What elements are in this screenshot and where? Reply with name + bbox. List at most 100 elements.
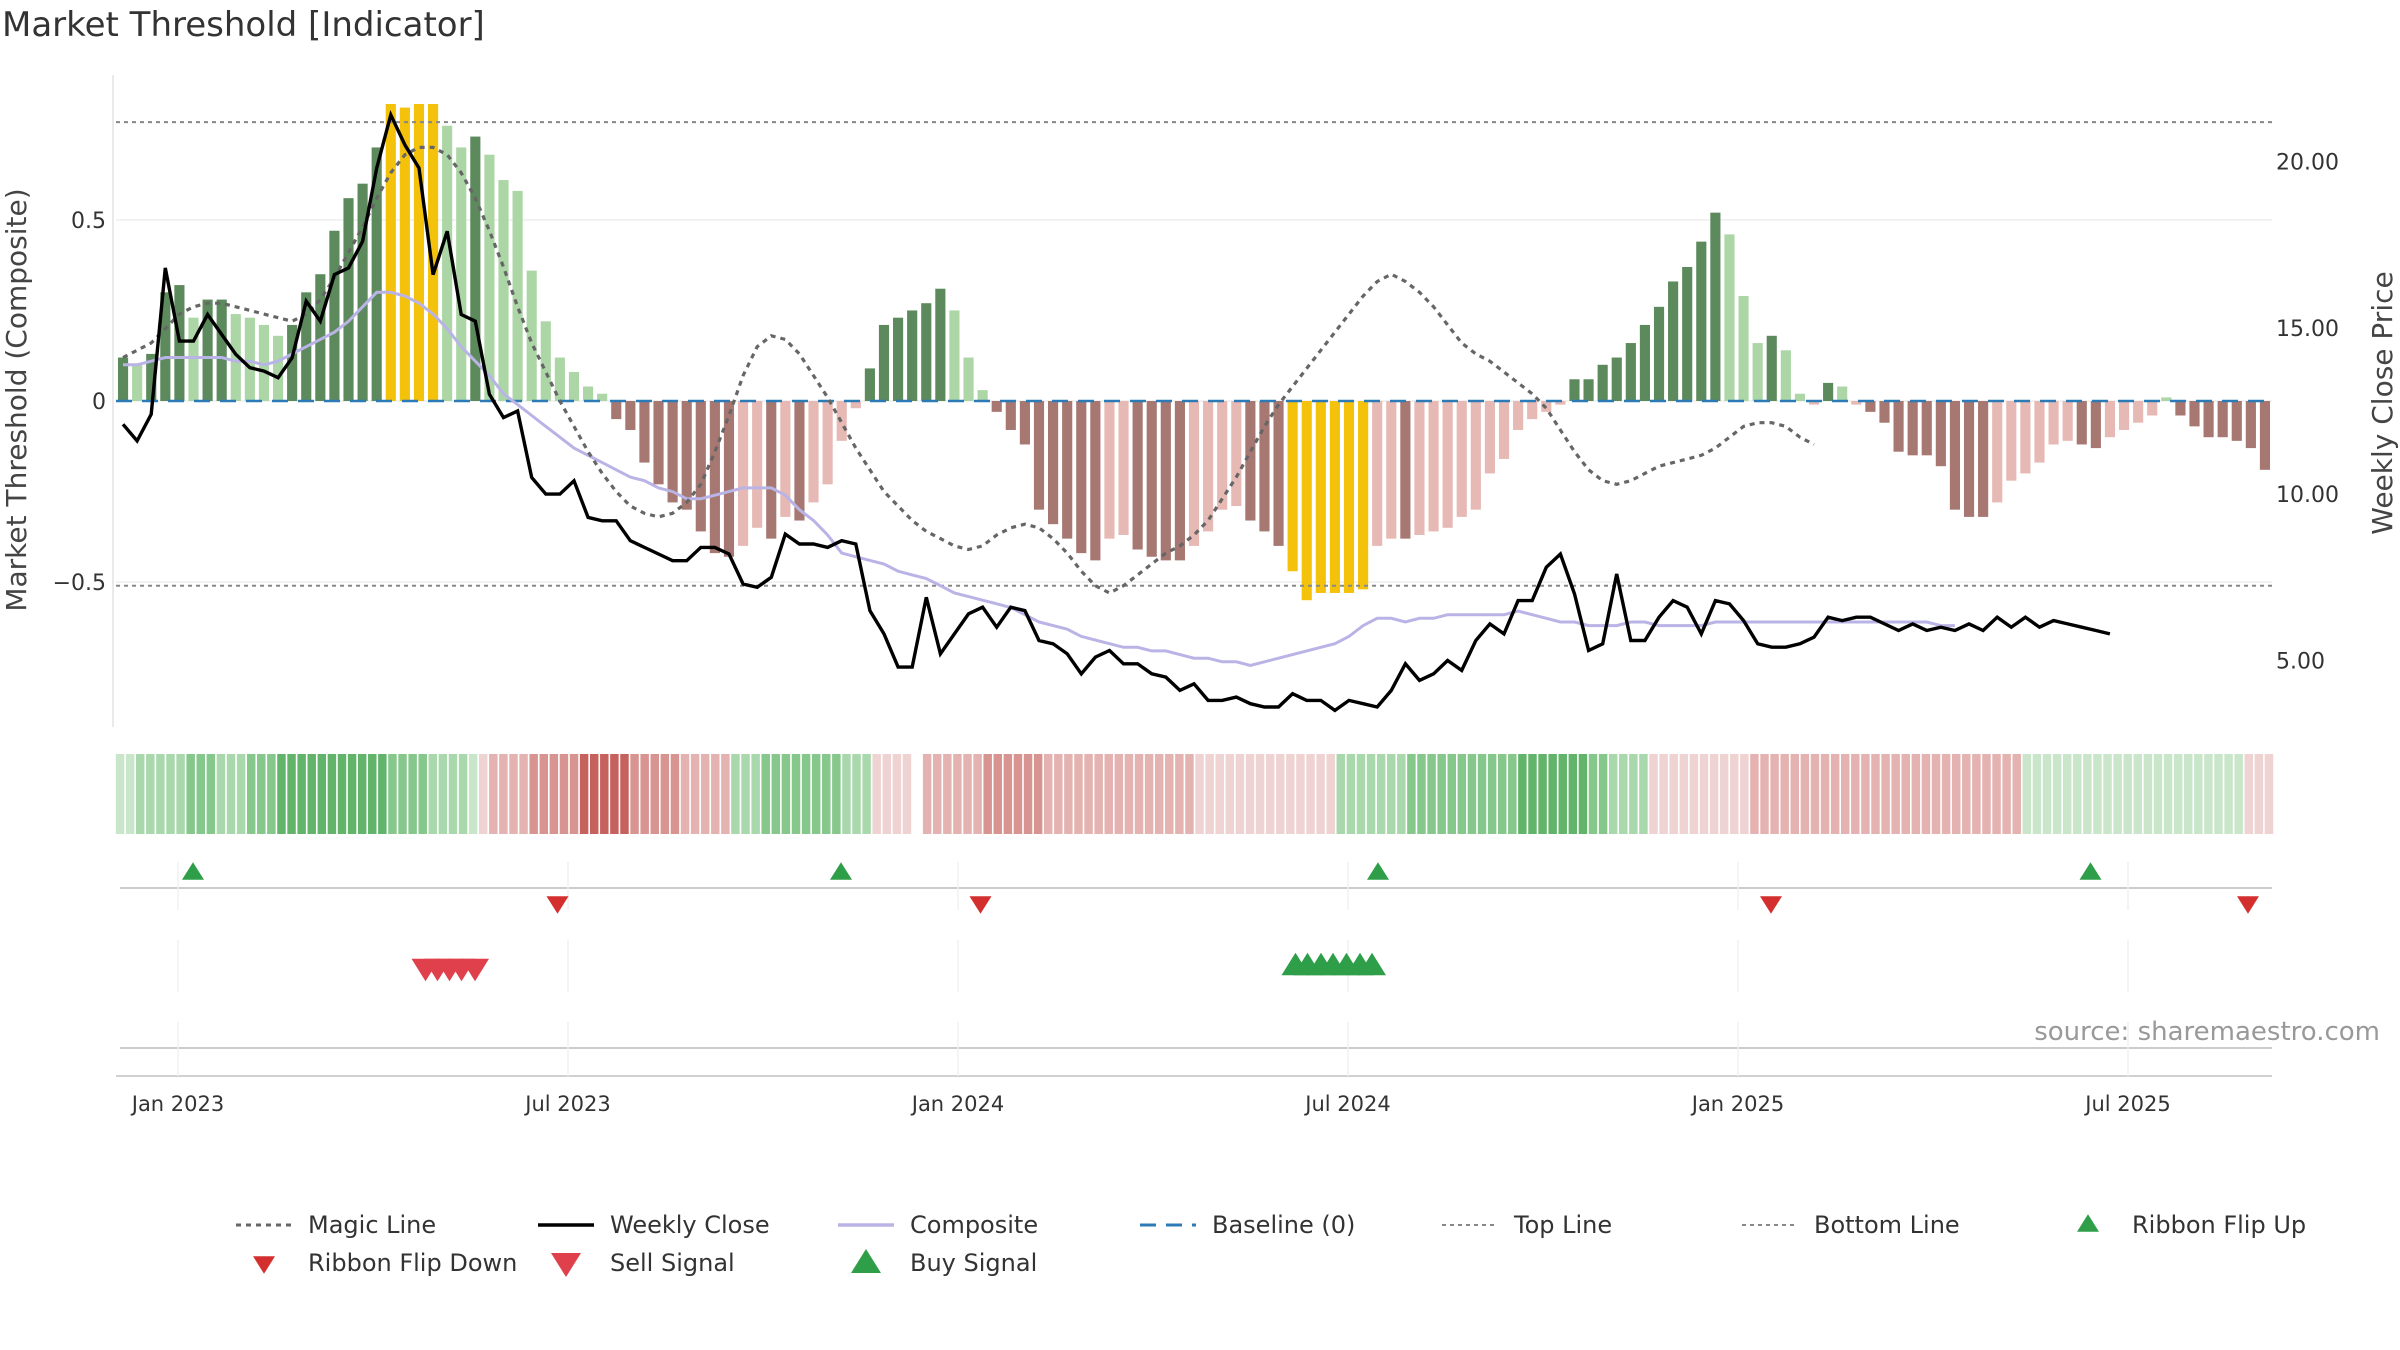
y-axis-label-right: Weekly Close Price	[2366, 271, 2399, 534]
histogram-bar	[2175, 401, 2186, 416]
ribbon-segment	[2224, 754, 2233, 834]
histogram-bar	[1315, 401, 1326, 593]
histogram-bar	[160, 292, 171, 401]
ribbon-segment	[1508, 754, 1517, 834]
histogram-bar	[1724, 234, 1735, 401]
histogram-bar	[230, 314, 241, 401]
ribbon-segment	[1376, 754, 1386, 834]
histogram-bar	[1076, 401, 1087, 554]
histogram-bar	[864, 368, 875, 401]
histogram-bar	[498, 180, 509, 401]
histogram-bar	[1808, 401, 1820, 405]
histogram-bar	[258, 324, 270, 401]
histogram-bar	[2076, 401, 2087, 445]
ribbon-segment	[1851, 754, 1860, 834]
ribbon-segment	[1064, 754, 1073, 834]
ribbon-segment	[1810, 754, 1820, 834]
ribbon-segment	[1366, 754, 1376, 834]
histogram-bar	[1019, 401, 1030, 445]
histogram-bar	[1456, 401, 1467, 517]
ribbon-segment	[741, 754, 750, 834]
ribbon-segment	[1195, 754, 1204, 834]
ribbon-segment	[1972, 754, 1981, 834]
ribbon-segment	[1578, 754, 1588, 834]
legend-label: Baseline (0)	[1212, 1211, 1355, 1239]
ribbon-segment	[1740, 754, 1749, 834]
histogram-bar	[878, 324, 890, 401]
histogram-bar	[371, 147, 382, 401]
histogram-bar	[2090, 401, 2101, 449]
histogram-bar	[1893, 401, 1904, 452]
histogram-bar	[188, 317, 199, 401]
histogram-bar	[526, 270, 537, 401]
ribbon-segment	[1336, 754, 1346, 834]
histogram-bar	[329, 230, 340, 401]
ribbon-segment	[438, 754, 448, 834]
histogram-bar	[1470, 401, 1481, 510]
ribbon-segment	[246, 754, 256, 834]
ribbon-segment	[1154, 754, 1164, 834]
y-tick-right: 15.00	[2276, 317, 2339, 342]
histogram-bar	[1400, 401, 1411, 539]
ribbon-segment	[1709, 754, 1719, 834]
ribbon-segment	[388, 754, 397, 834]
histogram-bar	[977, 390, 988, 401]
histogram-bar	[2217, 401, 2228, 438]
ribbon-segment	[2214, 754, 2223, 834]
histogram-bar	[1062, 401, 1073, 539]
legend-entry: Sell Signal	[551, 1249, 735, 1277]
ribbon-segment	[892, 754, 902, 834]
ribbon-segment	[1296, 754, 1305, 834]
ribbon-segment	[398, 754, 407, 834]
histogram-bar	[568, 372, 580, 401]
ribbon-segment	[257, 754, 266, 834]
histogram-bar	[850, 401, 861, 409]
ribbon-segment	[922, 754, 932, 834]
ribbon-segment	[983, 754, 992, 834]
ribbon-segment	[882, 754, 892, 834]
ribbon-segment	[589, 754, 599, 834]
ribbon-segment	[600, 754, 609, 834]
ribbon-segment	[1891, 754, 1900, 834]
ribbon-segment	[1346, 754, 1356, 834]
x-tick-label: Jan 2023	[130, 1092, 225, 1116]
histogram-bar	[2020, 401, 2031, 474]
histogram-bar	[1710, 212, 1721, 401]
histogram-bar	[611, 401, 622, 420]
ribbon-segment	[1215, 754, 1224, 834]
ribbon-segment	[1134, 754, 1144, 834]
histogram-bar	[2133, 401, 2144, 423]
ribbon-segment	[1669, 754, 1678, 834]
ribbon-segment	[1144, 754, 1154, 834]
ribbon-segment	[1699, 754, 1709, 834]
ribbon-segment	[448, 754, 458, 834]
ribbon-segment	[347, 754, 357, 834]
ribbon-segment	[1548, 754, 1557, 834]
histogram-bar	[1696, 241, 1707, 401]
ribbon-segment	[1033, 754, 1043, 834]
ribbon-segment	[1689, 754, 1699, 834]
ribbon-segment	[1598, 754, 1608, 834]
ribbon-segment	[297, 754, 306, 834]
ribbon-segment	[781, 754, 791, 834]
ribbon-segment	[166, 754, 175, 834]
ribbon-segment	[1538, 754, 1547, 834]
histogram-bar	[2062, 401, 2073, 441]
ribbon-segment	[1477, 754, 1487, 834]
histogram-bar	[1188, 401, 1200, 546]
ribbon-segment	[1790, 754, 1800, 834]
histogram-bar	[752, 401, 763, 528]
histogram-bar	[949, 310, 960, 401]
ribbon-segment	[1407, 754, 1416, 834]
ribbon-strip	[115, 754, 2274, 834]
ribbon-segment	[1245, 754, 1255, 834]
histogram-bar	[554, 357, 565, 401]
ribbon-flip-down-marker	[1760, 896, 1782, 914]
histogram-bar	[1301, 401, 1312, 601]
ribbon-segment	[2184, 754, 2193, 834]
histogram-bar	[1935, 401, 1946, 467]
histogram-bar	[174, 285, 185, 401]
histogram-bar	[935, 288, 946, 401]
ribbon-segment	[842, 754, 851, 834]
